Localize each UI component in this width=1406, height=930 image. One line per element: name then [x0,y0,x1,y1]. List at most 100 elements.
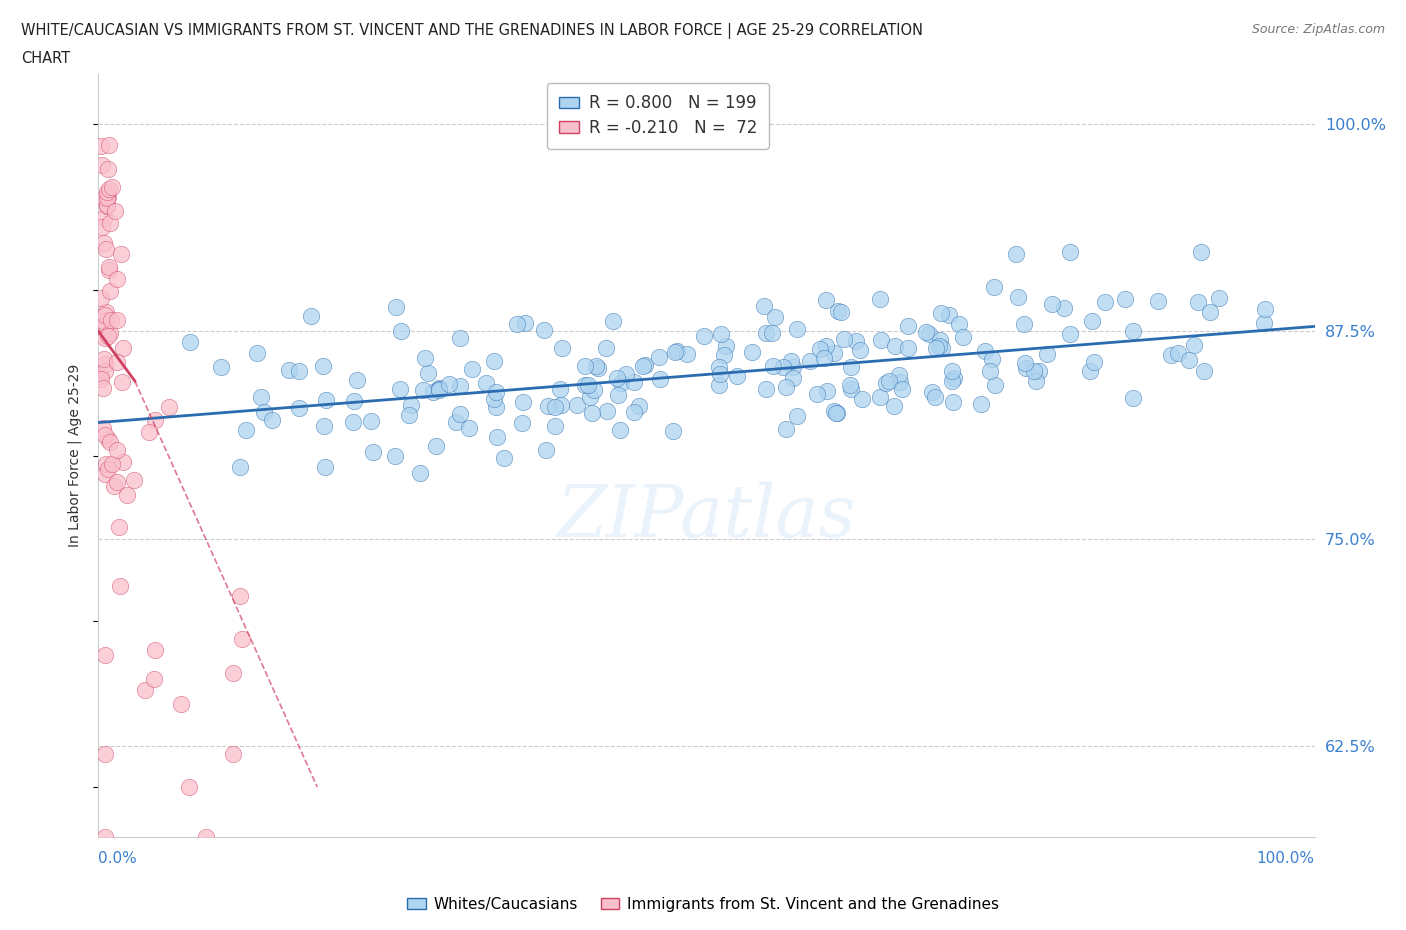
Point [449,407,471,422]
Point [389,324,412,339]
Point [90,219,112,234]
Point [610,375,633,390]
Point [707,359,730,374]
Point [595,340,617,355]
Point [413,351,436,365]
Point [115,487,138,502]
Point [623,404,645,418]
Point [110,247,132,262]
Point [782,370,804,385]
Point [91,421,114,436]
Point [884,339,907,353]
Point [91,380,114,395]
Point [806,386,828,401]
Point [363,445,385,459]
Point [93,830,115,844]
Point [385,299,408,314]
Point [246,346,269,361]
Point [222,666,245,681]
Point [179,335,201,350]
Point [1036,347,1059,362]
Point [1122,390,1144,405]
Point [93,647,115,662]
Point [883,399,905,414]
Point [1187,295,1209,310]
Point [941,373,963,388]
Point [716,339,738,353]
Point [814,339,837,353]
Point [574,359,596,374]
Point [661,424,683,439]
Point [96,197,118,212]
Point [929,305,952,320]
Point [418,365,440,380]
Point [93,747,115,762]
Point [707,378,730,392]
Point [122,472,145,487]
Point [1167,346,1189,361]
Point [97,328,120,343]
Point [897,319,920,334]
Point [921,385,943,400]
Legend: R = 0.800   N = 199, R = -0.210   N =  72: R = 0.800 N = 199, R = -0.210 N = 72 [547,83,769,149]
Point [869,333,891,348]
Point [544,399,567,414]
Point [693,329,716,344]
Point [931,340,953,355]
Point [399,397,422,412]
Point [942,394,965,409]
Point [105,312,128,327]
Point [948,316,970,331]
Point [98,216,121,231]
Text: CHART: CHART [21,51,70,66]
Point [288,401,311,416]
Point [194,830,217,844]
Point [510,416,533,431]
Point [582,382,605,397]
Point [1014,316,1036,331]
Point [231,631,253,646]
Point [449,379,471,393]
Point [839,378,862,392]
Point [786,322,808,337]
Point [101,179,124,194]
Point [260,413,283,428]
Point [360,414,382,429]
Point [343,394,366,409]
Point [177,779,200,794]
Point [606,370,628,385]
Point [664,345,686,360]
Point [585,359,607,374]
Point [97,461,120,476]
Point [889,375,911,390]
Point [942,370,965,385]
Point [105,475,128,490]
Point [97,162,120,177]
Point [849,343,872,358]
Point [647,350,669,365]
Point [494,450,516,465]
Point [754,326,776,340]
Point [93,191,115,206]
Point [725,368,748,383]
Point [808,341,831,356]
Point [869,390,891,405]
Point [90,139,112,153]
Point [574,378,596,392]
Point [253,405,276,419]
Point [277,363,299,378]
Point [444,415,467,430]
Point [93,363,115,378]
Point [834,331,856,346]
Point [138,424,160,439]
Point [938,308,960,323]
Point [586,361,609,376]
Point [143,671,166,686]
Point [412,383,434,398]
Point [841,382,863,397]
Point [229,589,252,604]
Point [96,241,118,256]
Point [533,323,555,338]
Point [98,138,121,153]
Point [762,359,785,374]
